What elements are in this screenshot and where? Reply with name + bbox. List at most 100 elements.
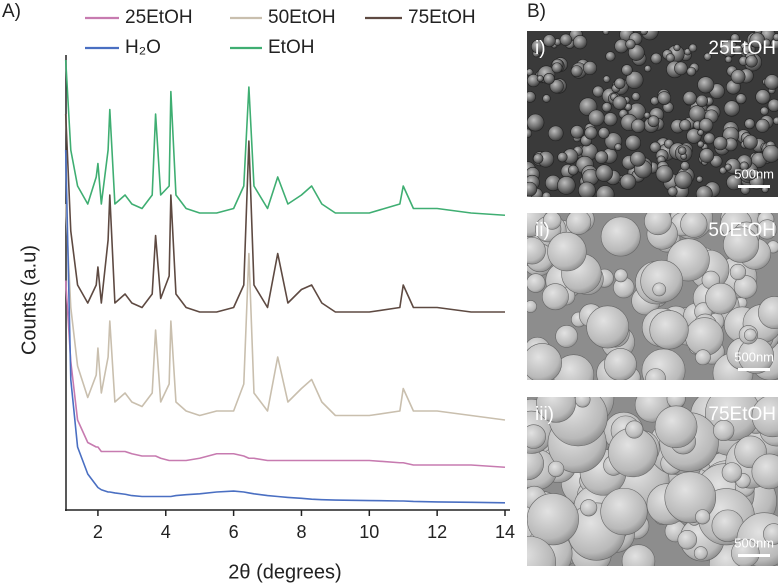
sem-particle — [674, 61, 688, 76]
sem-particle — [567, 164, 579, 176]
sem-particle — [721, 462, 743, 483]
legend-label: 75EtOH — [408, 7, 476, 28]
sem-particle — [655, 165, 674, 183]
sem-particle — [600, 487, 648, 536]
sem-particle — [733, 44, 743, 55]
legend: 25EtOH 50EtOH 75EtOH H₂O EtOH — [85, 7, 476, 58]
series-line — [64, 149, 506, 504]
sem-particle — [574, 397, 591, 408]
sem-sample: 25EtOH — [708, 38, 776, 59]
sem-particle — [631, 92, 641, 102]
sem-particle — [621, 64, 633, 76]
sem-particle — [688, 43, 698, 53]
sem-particle — [647, 115, 660, 128]
sem-particle — [657, 91, 672, 105]
sem-particle — [697, 140, 705, 148]
sem-particle — [582, 61, 598, 76]
sem-particle — [730, 33, 740, 43]
sem-particle — [531, 39, 546, 54]
sem-particle — [527, 273, 546, 293]
sem-particle — [641, 348, 686, 380]
sem-particle — [726, 174, 743, 191]
sem-particle — [621, 544, 656, 566]
sem-particle — [612, 95, 627, 110]
sem-image — [527, 213, 778, 380]
sem-particle — [674, 171, 693, 190]
sem-particle — [757, 219, 778, 240]
sem-particle — [665, 53, 675, 63]
sem-particle — [697, 76, 715, 94]
sem-particle — [729, 263, 747, 281]
sem-particle — [595, 185, 615, 197]
sem-particle — [543, 72, 555, 85]
sem-particle — [559, 33, 573, 46]
sem-particle — [739, 161, 749, 171]
sem-particle — [677, 146, 687, 156]
sem-scale-label: 500nm — [734, 166, 774, 181]
sem-particle — [705, 282, 737, 315]
sem-particle — [650, 52, 662, 65]
y-axis-label: Counts (a.u) — [18, 245, 40, 355]
sem-particle — [713, 419, 735, 442]
sem-particle — [614, 77, 626, 89]
sem-particle — [755, 118, 770, 133]
x-axis-label: 2θ (degrees) — [228, 561, 341, 583]
sem-image — [527, 31, 778, 197]
sem-particle — [731, 538, 760, 566]
sem-particle — [751, 453, 778, 490]
sem-particle — [703, 52, 712, 61]
sem-particle — [723, 100, 740, 117]
sem-particle — [724, 163, 732, 171]
x-tick-label: 4 — [161, 522, 171, 542]
sem-index: i) — [535, 38, 546, 59]
sem-particle — [625, 420, 644, 439]
sem-particle — [759, 106, 769, 116]
scale-bar — [738, 185, 770, 188]
sem-particle — [603, 112, 618, 127]
sem-particle — [578, 181, 596, 197]
sem-particle — [742, 134, 758, 150]
sem-particle — [640, 259, 684, 303]
series-line — [64, 59, 506, 217]
sem-particle — [542, 213, 562, 230]
sem-particle — [536, 397, 576, 423]
scale-bar — [738, 554, 770, 557]
sem-scale-label: 500nm — [734, 349, 774, 364]
sem-particle — [584, 126, 598, 140]
sem-particle — [677, 530, 698, 550]
sem-particle — [605, 51, 616, 62]
sem-particle — [744, 118, 756, 130]
x-tick-label: 10 — [359, 522, 379, 542]
sem-particle — [644, 213, 672, 236]
sem-particle — [541, 191, 552, 197]
sem-particle — [693, 546, 708, 561]
sem-particle — [644, 65, 652, 73]
sem-particle — [541, 283, 569, 311]
sem-particle — [527, 424, 546, 449]
sem-particle — [697, 129, 704, 136]
sem-particle — [532, 153, 544, 164]
sem-particle — [527, 300, 537, 313]
sem-particle — [719, 166, 727, 175]
sem-particle — [566, 213, 592, 235]
sem-particle — [755, 89, 771, 105]
sem-sample: 75EtOH — [708, 404, 776, 425]
sem-particle — [594, 150, 609, 164]
legend-label: 25EtOH — [125, 7, 193, 28]
sem-particle — [570, 125, 584, 139]
sem-particle — [649, 310, 689, 350]
sem-particle — [549, 79, 564, 94]
sem-particle — [652, 282, 667, 297]
sem-particle — [750, 169, 760, 178]
sem-particle — [527, 181, 538, 197]
sem-particle — [631, 118, 646, 134]
sem-particle — [557, 152, 568, 163]
sem-particle — [733, 275, 758, 299]
sem-particle — [601, 102, 612, 113]
sem-sample: 50EtOH — [708, 220, 776, 241]
sem-particle — [625, 71, 644, 89]
sem-particle — [602, 31, 610, 36]
sem-particle — [762, 144, 778, 163]
